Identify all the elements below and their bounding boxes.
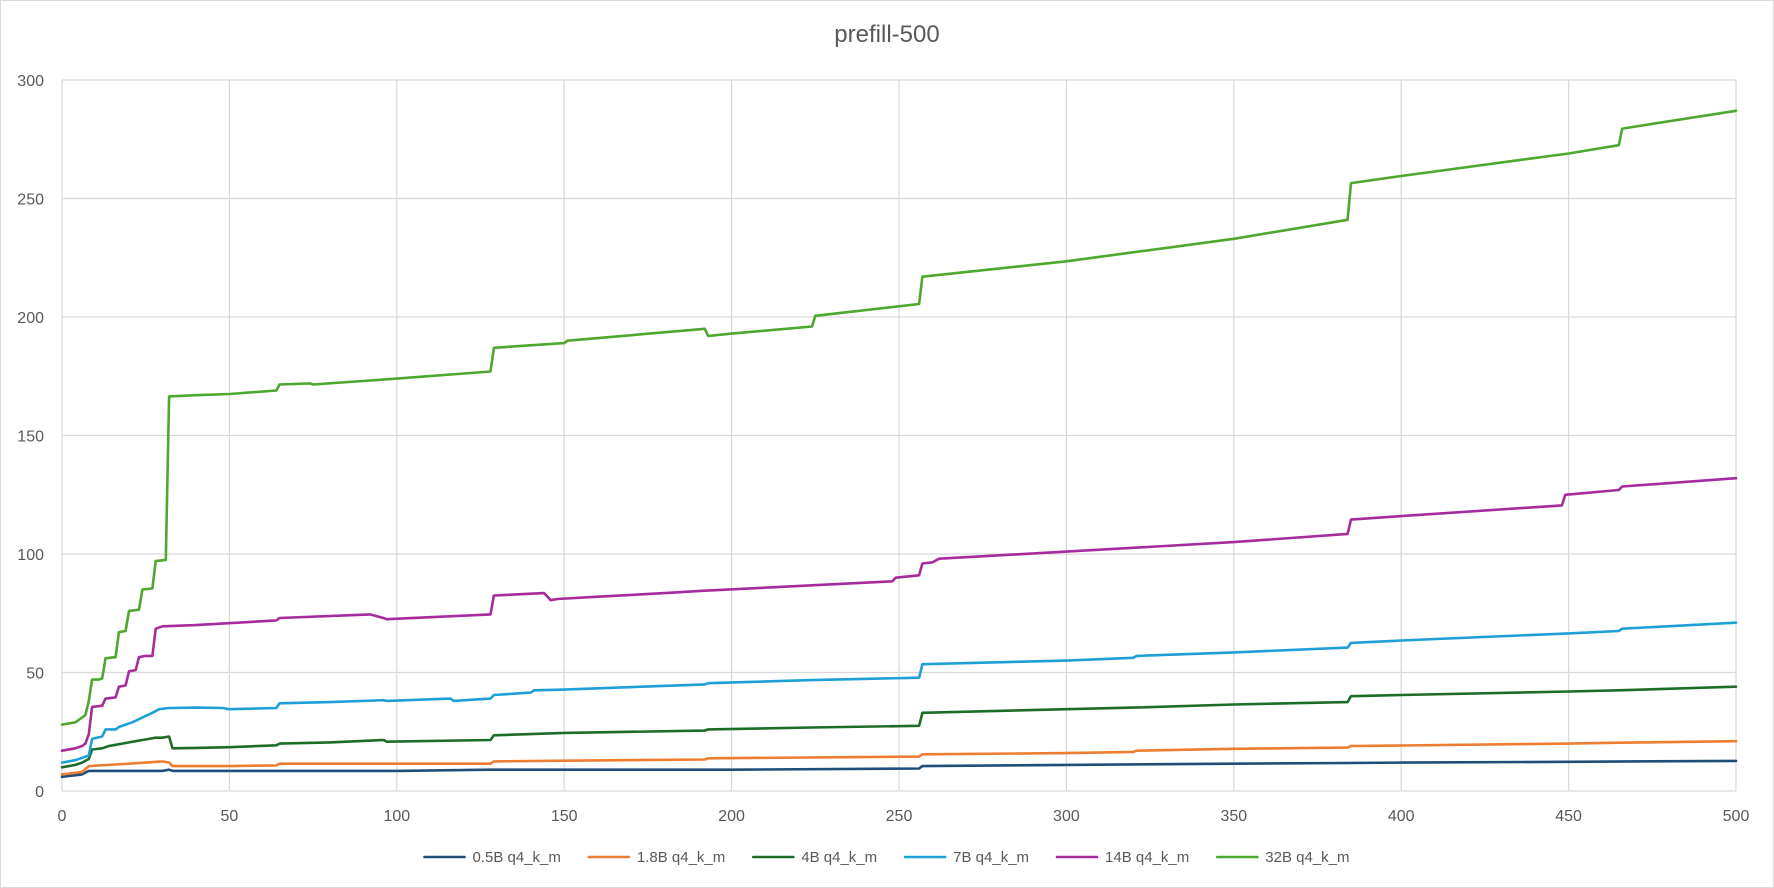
legend-label: 0.5B q4_k_m — [472, 849, 560, 866]
legend-label: 14B q4_k_m — [1105, 849, 1189, 866]
axis-tick-labels: 0 50 100 150 200 250 300 350 400 450 500 0 50 100 150 2… — [17, 73, 1749, 825]
legend-item: 7B q4_k_m — [903, 849, 1029, 866]
y-tick-label: 100 — [17, 547, 44, 564]
legend-item: 1.8B q4_k_m — [587, 849, 725, 866]
series-line-4 — [60, 621, 1738, 764]
y-tick-label: 150 — [17, 429, 44, 446]
legend: 0.5B q4_k_m 1.8B q4_k_m 4B q4_k_m 7B q4_k_m… — [423, 849, 1350, 866]
y-tick-label: 0 — [35, 784, 44, 801]
gridlines — [61, 79, 1737, 792]
chart-title: prefill-500 — [834, 21, 939, 48]
y-tick-label: 200 — [17, 310, 44, 327]
series-lines — [60, 109, 1738, 779]
legend-label: 32B q4_k_m — [1265, 849, 1349, 866]
y-tick-label: 50 — [26, 666, 44, 683]
series-line-2 — [60, 739, 1738, 776]
x-tick-label: 200 — [718, 808, 745, 825]
legend-item: 14B q4_k_m — [1055, 849, 1189, 866]
x-tick-label: 350 — [1220, 808, 1247, 825]
y-tick-label: 300 — [17, 73, 44, 90]
series-line-3 — [60, 685, 1738, 769]
x-tick-label: 300 — [1053, 808, 1080, 825]
series-line-5 — [60, 476, 1738, 752]
x-tick-label: 100 — [383, 808, 410, 825]
x-tick-label: 50 — [221, 808, 239, 825]
x-tick-label: 250 — [886, 808, 913, 825]
legend-label: 1.8B q4_k_m — [637, 849, 725, 866]
x-tick-label: 400 — [1388, 808, 1415, 825]
legend-item: 4B q4_k_m — [751, 849, 877, 866]
series-line-1 — [60, 759, 1738, 779]
y-tick-label: 250 — [17, 192, 44, 209]
series-line-6 — [60, 109, 1738, 726]
x-tick-label: 450 — [1555, 808, 1582, 825]
legend-label: 4B q4_k_m — [801, 849, 877, 866]
x-tick-label: 0 — [58, 808, 67, 825]
x-tick-label: 150 — [551, 808, 578, 825]
x-tick-label: 500 — [1723, 808, 1750, 825]
legend-item: 32B q4_k_m — [1215, 849, 1350, 866]
legend-label: 7B q4_k_m — [953, 849, 1029, 866]
legend-item: 0.5B q4_k_m — [423, 849, 561, 866]
